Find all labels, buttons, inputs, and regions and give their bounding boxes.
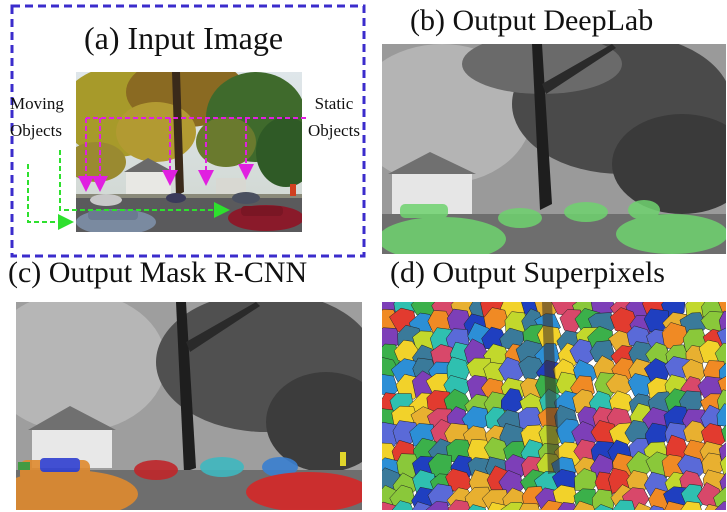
superpixel-region — [557, 502, 577, 510]
superpixel-region — [425, 501, 450, 510]
superpixel-region — [716, 403, 726, 427]
superpixel-region — [467, 504, 487, 510]
superpixel-region — [519, 502, 540, 510]
moving-objects-label: Moving Objects — [10, 94, 64, 140]
annotation-arrows — [27, 117, 306, 230]
superpixel-region — [447, 499, 471, 510]
panel-a-title: (a) Input Image — [84, 20, 284, 56]
deeplab-output-image — [382, 44, 726, 254]
superpixel-region — [569, 338, 596, 364]
superpixel-region — [382, 501, 398, 510]
panel-b-title: (b) Output DeepLab — [410, 4, 654, 37]
static-label-line1: Static — [314, 94, 354, 113]
superpixel-region — [612, 499, 636, 510]
superpixel-region — [591, 488, 615, 510]
static-arrows — [78, 117, 306, 192]
superpixel-region — [539, 500, 564, 510]
superpixel-region — [593, 504, 613, 510]
input-street-photo — [76, 72, 302, 232]
panel-c-title: (c) Output Mask R-CNN — [8, 256, 308, 289]
panel-d-title: (d) Output Superpixels — [390, 256, 665, 289]
superpixels-output-image — [382, 302, 726, 510]
superpixel-region — [500, 502, 525, 510]
moving-arrows — [27, 150, 230, 230]
superpixel-region — [633, 502, 652, 510]
panel-input-image: (a) Input Image — [10, 4, 366, 258]
superpixel-region — [573, 500, 596, 510]
moving-label-line1: Moving — [10, 94, 64, 113]
superpixel-region — [721, 424, 726, 442]
static-objects-label: Static Objects — [308, 94, 360, 140]
superpixel-region — [649, 505, 665, 510]
car-segmentation-overlays — [382, 200, 726, 254]
input-panel-border — [10, 4, 366, 258]
superpixel-region — [714, 342, 726, 366]
instance-masks — [16, 452, 362, 510]
static-label-line2: Objects — [308, 121, 360, 140]
superpixel-region — [719, 455, 726, 477]
moving-label-line2: Objects — [10, 121, 62, 140]
superpixel-region — [680, 501, 702, 510]
superpixel-region — [715, 501, 726, 510]
maskrcnn-output-image — [16, 302, 362, 510]
superpixel-region — [391, 500, 414, 510]
tree-trunk — [542, 302, 560, 474]
